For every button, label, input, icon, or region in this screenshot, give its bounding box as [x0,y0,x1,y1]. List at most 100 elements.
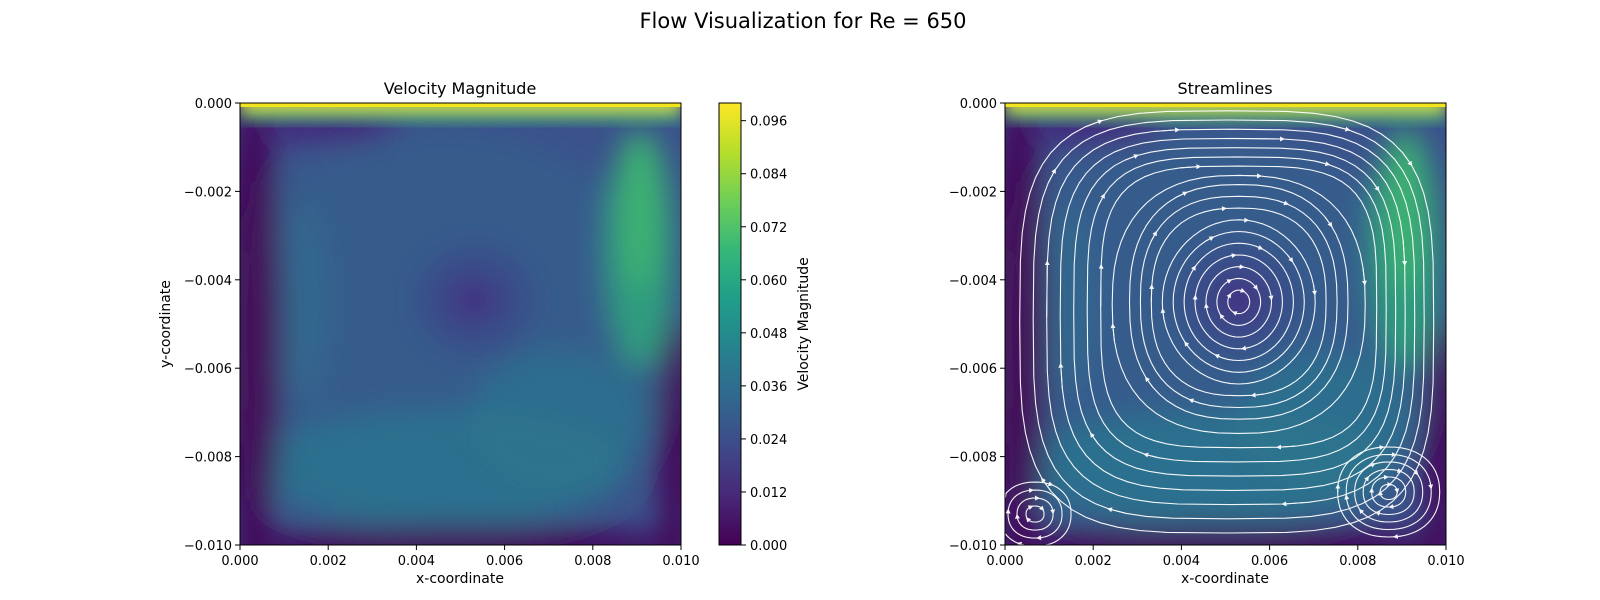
x-tick-label: 0.010 [662,554,699,569]
streamline-arrow [1252,284,1258,291]
figure-suptitle: Flow Visualization for Re = 650 [639,9,966,33]
streamline-arrow [1413,469,1419,476]
streamlines-field [1005,103,1446,545]
y-tick-label: −0.008 [949,451,997,466]
streamline-arrow [1232,136,1286,142]
streamline-arrow [1150,230,1157,242]
x-tick-label: 0.002 [310,554,347,569]
x-tick-label: 0.008 [1339,554,1376,569]
streamlines-axes-frame [1004,102,1447,546]
colorbar-tick-label: 0.084 [750,168,787,183]
streamline-arrow [1025,517,1032,523]
y-tick-label: −0.004 [949,274,997,289]
streamlines-panel: Streamlines [949,79,1465,587]
streamline-arrow [1047,481,1054,487]
streamline-arrow [1204,303,1209,310]
y-tick-label: −0.010 [949,539,997,554]
streamline-arrow [1188,398,1201,404]
y-tick-label: 0.000 [960,97,997,112]
colorbar: 0.000 0.012 0.024 0.036 0.048 0.060 0.072 0.084… [718,102,812,554]
streamline-arrow [1268,294,1274,301]
streamline-arrow [1184,341,1191,350]
streamline [1100,165,1378,449]
y-tick-label: −0.008 [184,451,232,466]
y-tick-label: −0.004 [184,274,232,289]
y-tick-label: −0.002 [184,185,232,200]
streamline-arrow [1428,482,1434,490]
x-tick-label: 0.006 [486,554,523,569]
x-tick-label: 0.010 [1427,554,1464,569]
streamline-arrow [1396,468,1403,473]
colorbar-tick-label: 0.024 [750,433,787,448]
streamline-set [1005,110,1441,545]
streamline-arrow [1311,284,1317,296]
streamline-arrow [1190,265,1196,273]
streamline-arrow [1276,444,1297,450]
streamline [1005,481,1072,545]
streamline [1150,207,1327,397]
streamline-arrow [1213,206,1227,212]
streamline [1194,254,1283,350]
streamline-arrow [1324,216,1333,228]
streamline [1205,266,1273,338]
streamline-arrow [1364,475,1370,482]
streamline-arrow [1214,354,1223,359]
streamline [1128,184,1349,420]
velocity-x-ticks: 0.000 0.002 0.004 0.006 0.008 0.010 [221,545,700,569]
streamline [1032,119,1425,520]
streamline-arrow [1016,541,1023,545]
streamline-arrow [1331,124,1351,132]
velocity-y-axis-label: y-coordinate [158,280,174,368]
streamline-arrow [1276,200,1289,206]
y-tick-label: −0.002 [949,185,997,200]
streamline-arrow [1358,508,1365,515]
velocity-axes-frame [239,102,682,546]
x-tick-label: 0.006 [1251,554,1288,569]
streamline-arrow [1219,313,1225,320]
x-tick-label: 0.004 [398,554,435,569]
streamline [1172,230,1305,373]
streamline-arrow [1255,245,1264,250]
streamline-arrow [1041,477,1052,492]
x-tick-label: 0.000 [221,554,258,569]
streamline-arrow [1124,154,1139,161]
colorbar-label: Velocity Magnitude [796,257,812,391]
velocity-panel: Velocity Magnitude [158,79,812,587]
streamline-arrow [1402,152,1413,167]
streamline-arrow [1205,236,1215,242]
streamline-arrow [1175,191,1188,198]
y-tick-label: −0.010 [184,539,232,554]
streamline-arrow [1143,452,1159,459]
x-tick-label: 0.002 [1075,554,1112,569]
x-tick-label: 0.004 [1163,554,1200,569]
velocity-field [240,103,681,545]
streamline-arrow [1374,511,1381,516]
colorbar-tick-label: 0.012 [750,486,787,501]
streamline [1161,219,1316,385]
streamline-arrow [1226,292,1232,299]
streamline-arrow [1089,432,1099,444]
streamline-arrow [1281,501,1309,507]
streamline-arrow [1226,279,1233,284]
streamline-arrow [1376,444,1385,450]
streamline-arrow [1145,376,1153,388]
streamline [1354,461,1424,523]
colorbar-ticks: 0.000 0.012 0.024 0.036 0.048 0.060 0.072 0.084… [741,115,787,554]
streamline-arrow [1047,168,1056,184]
streamline-arrow [1361,267,1367,286]
streamline-arrow [1153,127,1181,133]
streamline [1345,453,1432,531]
colorbar-gradient [718,102,742,546]
colorbar-tick-label: 0.048 [750,327,787,342]
streamline-arrow [1110,323,1116,342]
velocity-panel-title: Velocity Magnitude [384,79,537,98]
streamline-arrow [1160,308,1166,320]
streamline-arrow [1287,254,1294,263]
streamline-arrow [1044,260,1050,317]
y-tick-label: 0.000 [195,97,232,112]
streamline-arrow [1229,253,1237,259]
streamline [1059,137,1406,491]
streamlines-y-ticks: 0.000 −0.002 −0.004 −0.006 −0.008 −0.010 [949,97,1005,554]
streamline [1046,128,1416,506]
streamlines-x-axis-label: x-coordinate [1181,571,1269,587]
